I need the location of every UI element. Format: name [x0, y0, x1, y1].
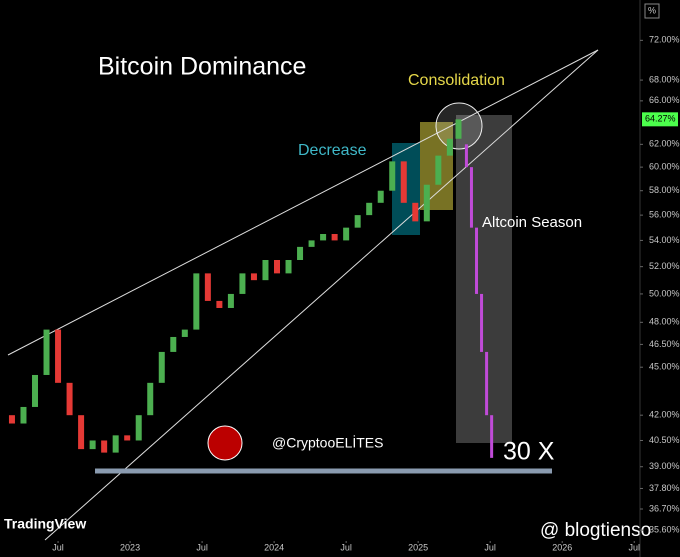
candle: [469, 167, 473, 228]
unit-box: [644, 3, 660, 19]
y-tick-label: 58.00%: [649, 185, 680, 195]
candle: [331, 234, 338, 241]
candle: [343, 227, 350, 241]
y-tick-label: 50.00%: [649, 288, 680, 298]
candle: [274, 260, 281, 274]
candle: [475, 227, 479, 294]
x-tick-label: 2026: [552, 542, 572, 552]
candle: [455, 119, 462, 139]
y-tick-label: 72.00%: [649, 35, 680, 45]
y-tick-label: 45.00%: [649, 362, 680, 372]
candle: [32, 374, 39, 407]
x-tick-label: 2024: [264, 542, 284, 552]
candle: [320, 234, 327, 241]
candle: [204, 273, 211, 301]
branding: TradingView: [4, 516, 86, 532]
candle: [55, 329, 62, 383]
annotation: Decrease: [298, 142, 367, 159]
watermark: @ blogtienso: [540, 520, 651, 541]
candle: [389, 161, 396, 191]
candle: [158, 351, 165, 383]
y-tick-label: 35.60%: [649, 525, 680, 535]
annotation: Consolidation: [408, 72, 505, 89]
candle: [101, 440, 108, 453]
y-tick-label: 62.00%: [649, 139, 680, 149]
y-tick-label: 56.00%: [649, 209, 680, 219]
x-tick-label: 2023: [120, 542, 140, 552]
candle: [66, 382, 73, 416]
logo: [207, 425, 243, 461]
candle: [147, 382, 154, 416]
altcoin-box: [456, 115, 512, 443]
candle: [193, 273, 200, 330]
x-tick-label: 2025: [408, 542, 428, 552]
y-tick-label: 39.00%: [649, 461, 680, 471]
y-tick-label: 68.00%: [649, 74, 680, 84]
candle: [124, 435, 131, 441]
candle: [181, 329, 188, 337]
y-tick-label: 48.00%: [649, 317, 680, 327]
trend-upper: [7, 49, 599, 356]
candle: [227, 293, 234, 308]
candle: [250, 273, 257, 281]
candle: [354, 215, 361, 228]
candle: [412, 202, 419, 222]
x-tick-label: Jul: [484, 542, 496, 552]
y-tick-label: 40.50%: [649, 435, 680, 445]
x-tick-label: Jul: [196, 542, 208, 552]
y-tick-label: 36.70%: [649, 503, 680, 513]
candle: [423, 184, 430, 222]
y-tick-label: 37.80%: [649, 483, 680, 493]
candle: [308, 240, 315, 247]
candle: [435, 155, 442, 185]
candle: [400, 161, 407, 203]
annotation: Altcoin Season: [482, 214, 582, 231]
candle: [216, 300, 223, 308]
trend-lower: [44, 49, 599, 541]
y-tick-label: 52.00%: [649, 261, 680, 271]
y-tick-label: 66.00%: [649, 95, 680, 105]
candle: [112, 435, 119, 453]
candle: [446, 138, 453, 156]
x-tick-label: Jul: [340, 542, 352, 552]
candle: [377, 190, 384, 203]
y-tick-label: 42.00%: [649, 410, 680, 420]
candle: [170, 336, 177, 352]
candle: [285, 260, 292, 274]
candle: [297, 246, 304, 261]
x-tick-label: Jul: [628, 542, 640, 552]
unit: %: [648, 5, 656, 15]
annotation: @CryptooELİTES: [272, 434, 383, 451]
candle: [78, 415, 85, 450]
candle: [20, 406, 27, 424]
candle: [89, 440, 96, 450]
candle: [135, 415, 142, 441]
candle: [366, 202, 373, 216]
candle: [43, 329, 50, 375]
candle: [464, 144, 468, 168]
last-value-box: [642, 112, 678, 127]
y-tick-label: 60.00%: [649, 162, 680, 172]
y-tick-label: 54.00%: [649, 235, 680, 245]
candle: [490, 415, 494, 458]
candle: [262, 260, 269, 281]
x-tick-label: Jul: [52, 542, 64, 552]
candle: [480, 293, 484, 352]
last-value-label: 64.27%: [645, 114, 676, 124]
chart-title: Bitcoin Dominance: [98, 53, 306, 81]
candle: [8, 415, 15, 424]
candle: [239, 273, 246, 294]
candle: [485, 351, 489, 416]
annotation: 30 X: [503, 438, 555, 466]
y-tick-label: 46.50%: [649, 339, 680, 349]
